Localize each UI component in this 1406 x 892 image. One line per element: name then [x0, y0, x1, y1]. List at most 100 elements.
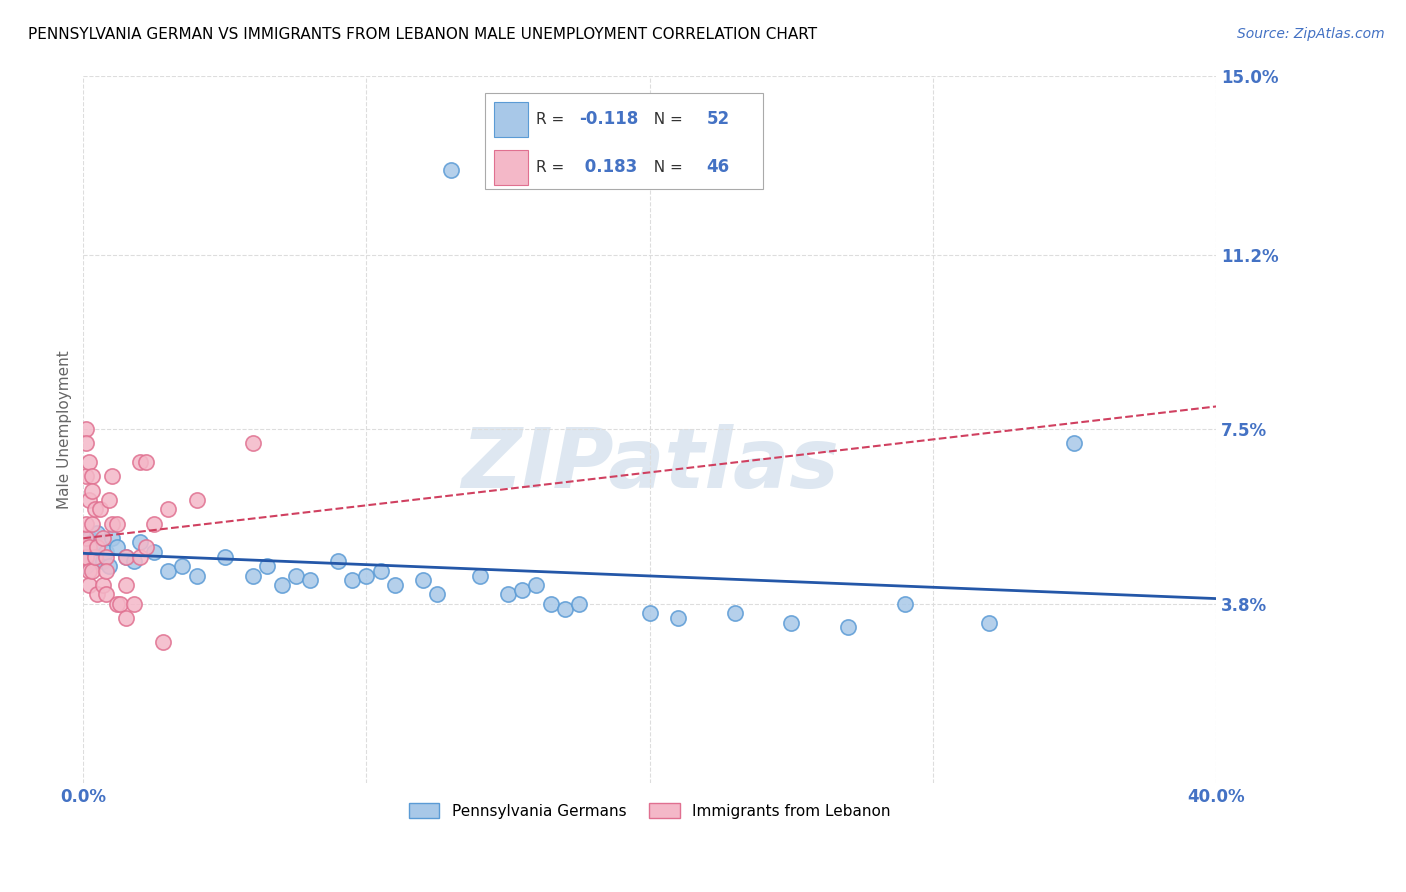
Text: R =: R =	[536, 160, 569, 175]
Y-axis label: Male Unemployment: Male Unemployment	[58, 350, 72, 508]
Point	[94, 564, 117, 578]
Point	[77, 455, 100, 469]
Point	[75, 531, 97, 545]
Point	[105, 540, 128, 554]
Point	[86, 549, 108, 564]
Point	[77, 578, 100, 592]
Point	[1063, 436, 1085, 450]
Point	[80, 564, 103, 578]
Point	[157, 564, 180, 578]
Point	[172, 559, 194, 574]
Point	[72, 549, 94, 564]
Point	[86, 587, 108, 601]
Point	[108, 597, 131, 611]
Point	[468, 568, 491, 582]
Point	[342, 573, 364, 587]
Point	[510, 582, 533, 597]
Point	[114, 611, 136, 625]
Text: N =: N =	[644, 112, 688, 127]
Point	[80, 535, 103, 549]
Text: -0.118: -0.118	[579, 111, 638, 128]
Text: ZIPatlas: ZIPatlas	[461, 425, 838, 505]
Point	[91, 578, 114, 592]
Point	[77, 564, 100, 578]
Point	[97, 493, 120, 508]
Point	[75, 422, 97, 436]
Point	[780, 615, 803, 630]
Point	[496, 587, 519, 601]
Point	[370, 564, 392, 578]
Point	[97, 559, 120, 574]
Point	[568, 597, 591, 611]
Point	[186, 568, 208, 582]
Point	[638, 606, 661, 620]
Point	[143, 516, 166, 531]
Point	[129, 549, 152, 564]
Point	[100, 516, 122, 531]
Point	[837, 620, 859, 634]
Point	[77, 493, 100, 508]
Point	[83, 540, 105, 554]
Text: 0.183: 0.183	[579, 158, 638, 177]
Point	[94, 549, 117, 564]
Text: 46: 46	[706, 158, 730, 177]
Point	[328, 554, 350, 568]
Point	[100, 469, 122, 483]
Point	[75, 540, 97, 554]
Point	[412, 573, 434, 587]
Point	[80, 516, 103, 531]
Point	[152, 634, 174, 648]
Point	[83, 502, 105, 516]
Point	[122, 597, 145, 611]
Point	[72, 540, 94, 554]
Point	[94, 587, 117, 601]
Point	[129, 535, 152, 549]
Point	[77, 540, 100, 554]
Legend: Pennsylvania Germans, Immigrants from Lebanon: Pennsylvania Germans, Immigrants from Le…	[402, 797, 897, 825]
Point	[524, 578, 547, 592]
Point	[540, 597, 562, 611]
Point	[83, 554, 105, 568]
Point	[91, 554, 114, 568]
Point	[114, 578, 136, 592]
Point	[284, 568, 307, 582]
Point	[356, 568, 378, 582]
Point	[80, 469, 103, 483]
Point	[242, 568, 264, 582]
Point	[91, 531, 114, 545]
Point	[157, 502, 180, 516]
Point	[77, 531, 100, 545]
Point	[75, 559, 97, 574]
Point	[554, 601, 576, 615]
Point	[75, 436, 97, 450]
Point	[298, 573, 321, 587]
Point	[256, 559, 278, 574]
Point	[129, 455, 152, 469]
Point	[135, 455, 157, 469]
Point	[440, 162, 463, 177]
Point	[114, 549, 136, 564]
Point	[143, 545, 166, 559]
Point	[135, 540, 157, 554]
Point	[75, 549, 97, 564]
Point	[89, 535, 111, 549]
Point	[105, 597, 128, 611]
Point	[426, 587, 449, 601]
Point	[86, 540, 108, 554]
FancyBboxPatch shape	[485, 93, 763, 189]
Text: N =: N =	[644, 160, 688, 175]
Point	[83, 549, 105, 564]
Point	[105, 516, 128, 531]
Point	[979, 615, 1001, 630]
Point	[80, 545, 103, 559]
Point	[75, 469, 97, 483]
Point	[80, 483, 103, 498]
Point	[122, 554, 145, 568]
Point	[72, 549, 94, 564]
Point	[270, 578, 292, 592]
Point	[214, 549, 236, 564]
Point	[114, 549, 136, 564]
Text: R =: R =	[536, 112, 569, 127]
Point	[89, 502, 111, 516]
Point	[86, 526, 108, 541]
